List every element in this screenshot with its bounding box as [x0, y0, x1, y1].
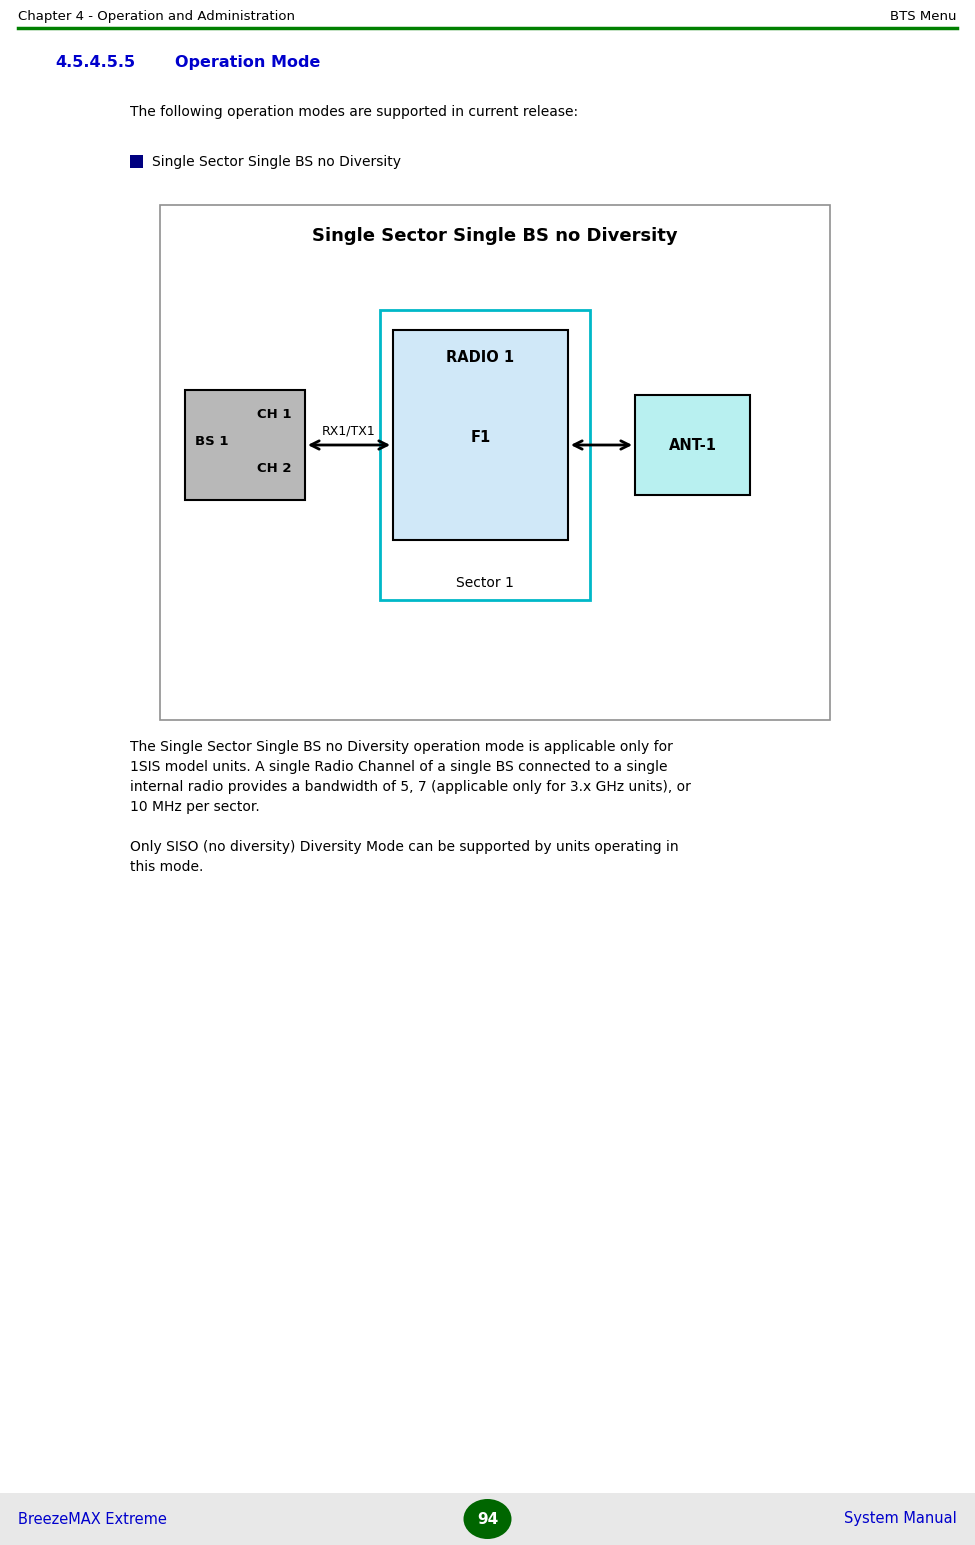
Text: Sector 1: Sector 1 — [456, 576, 514, 590]
Text: System Manual: System Manual — [844, 1511, 957, 1526]
Bar — [130, 154, 143, 168]
Text: Single Sector Single BS no Diversity: Single Sector Single BS no Diversity — [152, 154, 401, 168]
Text: RADIO 1: RADIO 1 — [447, 351, 515, 365]
Bar — [160, 205, 830, 720]
Text: The following operation modes are supported in current release:: The following operation modes are suppor… — [130, 105, 578, 119]
Text: BS 1: BS 1 — [195, 436, 228, 448]
Text: The Single Sector Single BS no Diversity operation mode is applicable only for: The Single Sector Single BS no Diversity… — [130, 740, 673, 754]
Text: ANT-1: ANT-1 — [669, 437, 717, 453]
Ellipse shape — [463, 1499, 512, 1539]
Bar — [380, 311, 590, 599]
Text: CH 2: CH 2 — [257, 462, 292, 474]
Bar — [393, 331, 568, 541]
Text: this mode.: this mode. — [130, 861, 204, 874]
Bar — [635, 396, 750, 494]
Text: BTS Menu: BTS Menu — [890, 9, 957, 23]
Text: Only SISO (no diversity) Diversity Mode can be supported by units operating in: Only SISO (no diversity) Diversity Mode … — [130, 840, 679, 854]
Text: CH 1: CH 1 — [257, 408, 292, 420]
Text: 10 MHz per sector.: 10 MHz per sector. — [130, 800, 259, 814]
Bar — [0, 1492, 975, 1545]
Text: BreezeMAX Extreme: BreezeMAX Extreme — [18, 1511, 167, 1526]
Text: Chapter 4 - Operation and Administration: Chapter 4 - Operation and Administration — [18, 9, 295, 23]
Text: internal radio provides a bandwidth of 5, 7 (applicable only for 3.x GHz units),: internal radio provides a bandwidth of 5… — [130, 780, 691, 794]
Text: Single Sector Single BS no Diversity: Single Sector Single BS no Diversity — [312, 227, 678, 246]
Text: 1SIS model units. A single Radio Channel of a single BS connected to a single: 1SIS model units. A single Radio Channel… — [130, 760, 668, 774]
Bar — [185, 389, 305, 501]
Text: Operation Mode: Operation Mode — [175, 56, 321, 70]
Text: F1: F1 — [470, 430, 490, 445]
Text: 4.5.4.5.5: 4.5.4.5.5 — [55, 56, 136, 70]
Text: 94: 94 — [477, 1511, 498, 1526]
Text: RX1/TX1: RX1/TX1 — [322, 423, 376, 437]
